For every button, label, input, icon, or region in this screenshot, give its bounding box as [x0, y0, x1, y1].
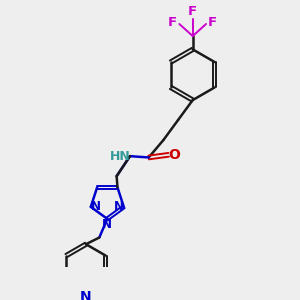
Text: F: F [168, 16, 177, 29]
Text: N: N [102, 218, 112, 231]
Text: F: F [208, 16, 217, 29]
Text: N: N [113, 200, 124, 213]
Text: N: N [80, 290, 92, 300]
Text: O: O [169, 148, 181, 162]
Text: HN: HN [110, 150, 130, 163]
Text: F: F [188, 5, 197, 18]
Text: N: N [91, 200, 101, 213]
